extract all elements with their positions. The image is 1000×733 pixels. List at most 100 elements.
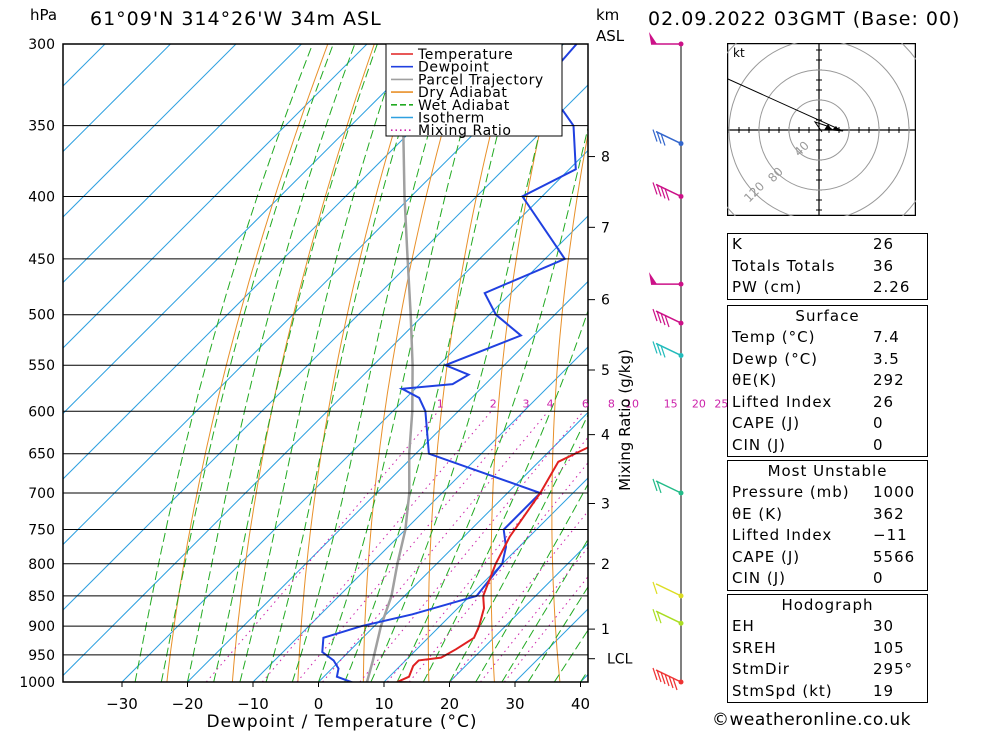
isotherm-line bbox=[252, 346, 588, 682]
stat-value: 3.5 bbox=[873, 349, 900, 368]
wind-barb-feather bbox=[656, 131, 662, 144]
wet-adiabat-line bbox=[187, 44, 356, 682]
wind-level-dot bbox=[678, 41, 684, 47]
pressure-tick-label: 750 bbox=[28, 523, 55, 539]
km-tick-label: 3 bbox=[601, 496, 610, 512]
pressure-tick-label: 400 bbox=[28, 189, 55, 205]
wind-barb-feather bbox=[652, 667, 658, 681]
hpa-unit-label: hPa bbox=[30, 6, 58, 24]
pressure-tick-label: 850 bbox=[28, 589, 55, 605]
isotherm-line bbox=[63, 44, 237, 218]
stat-label: Temp (°C) bbox=[732, 328, 816, 346]
wind-level-dot bbox=[678, 352, 684, 358]
pressure-tick-label: 900 bbox=[28, 619, 55, 635]
legend-label: Isotherm bbox=[418, 111, 485, 127]
stat-row: Lifted Index −11 bbox=[728, 525, 927, 547]
wind-barb-feather bbox=[656, 611, 662, 624]
mixing-ratio-line bbox=[359, 410, 584, 682]
stat-label: CAPE (J) bbox=[732, 414, 801, 432]
stat-row: Pressure (mb) 1000 bbox=[728, 482, 927, 504]
mixing-ratio-label: 6 bbox=[582, 397, 589, 410]
wet-adiabat-line bbox=[449, 413, 588, 682]
x-tick-label: 30 bbox=[505, 695, 524, 713]
km-tick-label: 6 bbox=[601, 293, 610, 309]
mixing-ratio-axis-title: Mixing Ratio (g/kg) bbox=[616, 349, 634, 491]
stat-value: 2.26 bbox=[873, 278, 911, 296]
wind-barb-feather bbox=[672, 677, 678, 691]
km-tick-label: 5 bbox=[601, 363, 610, 379]
stat-row: CAPE (J) 0 bbox=[728, 413, 927, 435]
x-tick-label: 20 bbox=[440, 695, 459, 713]
x-tick-label: 40 bbox=[571, 695, 590, 713]
mixing-ratio-label: 10 bbox=[625, 397, 639, 410]
wind-barb-feather bbox=[660, 133, 666, 146]
isotherm-line bbox=[383, 477, 588, 682]
credit-link[interactable]: ©weatheronline.co.uk bbox=[712, 710, 912, 730]
stat-value: 5566 bbox=[873, 547, 916, 566]
wind-level-dot bbox=[678, 193, 684, 199]
parcel-trajectory-line bbox=[365, 44, 414, 682]
legend-box bbox=[385, 43, 563, 137]
stat-row: Lifted Index 26 bbox=[728, 392, 927, 414]
wet-adiabat-line bbox=[527, 585, 588, 682]
legend-label: Mixing Ratio bbox=[418, 123, 512, 139]
stat-row: PW (cm) 2.26 bbox=[728, 277, 927, 299]
km-tick-label: 7 bbox=[601, 220, 610, 236]
wind-barb-feather bbox=[664, 314, 670, 328]
stat-label: CAPE (J) bbox=[732, 547, 801, 566]
stat-label: CIN (J) bbox=[732, 435, 787, 454]
mixing-ratio-label: 3 bbox=[523, 397, 530, 410]
stat-row: Totals Totals 36 bbox=[728, 256, 927, 278]
wind-level-dot bbox=[678, 593, 684, 599]
stat-value: 0 bbox=[873, 435, 884, 454]
wind-barb-feather bbox=[652, 341, 658, 354]
pressure-tick-label: 600 bbox=[28, 404, 55, 420]
pressure-tick-label: 950 bbox=[28, 648, 55, 664]
dry-adiabat-line bbox=[668, 0, 718, 708]
stat-value: −11 bbox=[873, 526, 908, 544]
mixing-ratio-line bbox=[296, 410, 525, 682]
wind-level-dot bbox=[678, 141, 684, 147]
wind-barb-feather bbox=[656, 669, 662, 683]
wind-barb-feather bbox=[664, 188, 670, 201]
stat-row: CAPE (J) 5566 bbox=[728, 547, 927, 569]
wind-level-dot bbox=[678, 320, 684, 326]
stat-row: SREH 105 bbox=[728, 638, 927, 660]
stat-label: θE (K) bbox=[732, 504, 783, 523]
wet-adiabat-line bbox=[501, 538, 588, 682]
dry-adiabat-line bbox=[231, 44, 375, 682]
stat-label: Dewp (°C) bbox=[732, 349, 819, 368]
temperature-line bbox=[396, 446, 588, 682]
pressure-tick-label: 500 bbox=[28, 308, 55, 324]
wet-adiabat-line bbox=[422, 309, 588, 682]
isotherm-line bbox=[63, 44, 303, 284]
mixing-ratio-label: 15 bbox=[664, 397, 678, 410]
hodograph-title: Hodograph bbox=[781, 596, 874, 614]
location-title: 61°09'N 314°26'W 34m ASL bbox=[90, 8, 382, 30]
stat-row: K 26 bbox=[728, 234, 927, 256]
pressure-tick-label: 1000 bbox=[19, 675, 55, 691]
wind-barb-feather bbox=[652, 129, 658, 142]
wet-adiabat-line bbox=[265, 44, 428, 682]
wind-flag bbox=[649, 32, 657, 44]
stat-value: 0 bbox=[873, 414, 884, 432]
isotherm-line bbox=[63, 44, 106, 87]
pressure-tick-label: 350 bbox=[28, 119, 55, 135]
isotherm-line bbox=[121, 215, 588, 682]
wet-adiabat-line bbox=[239, 44, 402, 682]
wind-level-dot bbox=[678, 620, 684, 626]
wind-barb-column bbox=[649, 32, 684, 691]
pressure-tick-label: 300 bbox=[28, 37, 55, 53]
stat-value: 7.4 bbox=[873, 328, 900, 346]
stat-row: Dewp (°C) 3.5 bbox=[728, 349, 927, 371]
mixing-ratio-label: 8 bbox=[608, 397, 615, 410]
km-tick-label: 2 bbox=[601, 557, 610, 573]
asl-unit-label: ASL bbox=[596, 27, 625, 45]
x-tick-label: 10 bbox=[374, 695, 393, 713]
mixing-ratio-label: 25 bbox=[714, 397, 728, 410]
plot-frame bbox=[62, 43, 589, 683]
wind-barb bbox=[655, 669, 682, 683]
wind-barb-feather bbox=[660, 312, 666, 326]
